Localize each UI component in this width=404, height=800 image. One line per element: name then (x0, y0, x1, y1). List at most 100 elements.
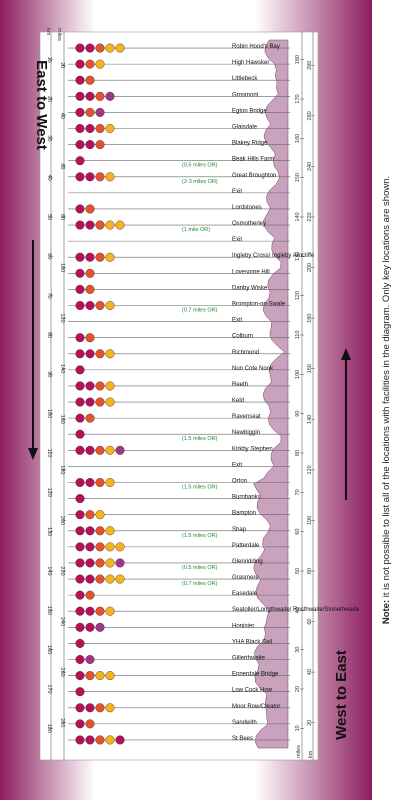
location-name: Keld (232, 398, 244, 404)
facility-yellow-icon (105, 526, 115, 536)
facility-red-icon (85, 140, 95, 150)
location-22: Reeth (68, 381, 290, 391)
km-scale-right-tick-label: 20 (307, 720, 313, 726)
facility-orange-icon (85, 204, 95, 214)
facility-red-icon (75, 477, 85, 487)
location-0: St Bees (68, 735, 290, 745)
location-name: YHA Black Sail (232, 639, 272, 645)
facility-purple-icon (115, 445, 125, 455)
facility-red-icon (75, 622, 85, 632)
km-scale-left-tick-label: 240 (59, 617, 65, 626)
facility-orange-icon (95, 123, 105, 133)
km-scale-right-tick-label: 80 (307, 568, 313, 574)
miles-scale-right-tick-label: 20 (295, 686, 301, 692)
facility-red-icon (85, 91, 95, 101)
location-39: Egton Bridge (68, 107, 290, 117)
location-name: Ravenseat (232, 414, 261, 420)
location-21: Keld (68, 397, 290, 407)
facility-yellow-icon (115, 574, 125, 584)
miles-unit-label-left: miles (56, 28, 62, 41)
facility-red-icon (75, 655, 85, 665)
miles-scale-left-tick-label: 130 (46, 527, 52, 536)
facility-yellow-icon (105, 445, 115, 455)
miles-scale-left-tick-label: 90 (46, 371, 52, 377)
facility-red-icon (75, 445, 85, 455)
facility-red-icon (85, 445, 95, 455)
location-name: Glenridding (232, 559, 263, 565)
km-scale-right-tick-label: 100 (307, 516, 313, 525)
km-scale-right-tick-label: 160 (307, 364, 313, 373)
location-name: Reeth (232, 382, 248, 388)
location-8: Seatoller/Longthwaite/ Rosthwaite/Stonet… (68, 606, 360, 616)
km-scale-left-tick-label: 160 (59, 415, 65, 424)
location-29: Lovesome Hill (68, 268, 290, 278)
facility-red-icon (75, 172, 85, 182)
location-31: Exit (68, 237, 290, 243)
location-name: Newbiggin (232, 430, 260, 436)
detour-label: (1.5 miles OR) (182, 436, 218, 442)
location-name: Seatoller/Longthwaite/ Rosthwaite/Stonet… (232, 607, 360, 613)
facility-yellow-icon (115, 220, 125, 230)
km-scale-right-tick-label: 180 (307, 314, 313, 323)
facility-red-icon (85, 622, 95, 632)
footnote: Note: it is not possible to list all of … (381, 175, 392, 625)
facility-yellow-icon (115, 43, 125, 53)
miles-scale-right-tick-label: 80 (295, 450, 301, 456)
facility-yellow-icon (105, 397, 115, 407)
facility-red-icon (85, 397, 95, 407)
location-name: Egton Bridge (232, 108, 267, 114)
location-15: Burnbanks (68, 494, 290, 504)
location-32: Osmotherley (1 mile OR) (68, 220, 290, 233)
facility-yellow-icon (115, 542, 125, 552)
km-scale-right-tick-label: 200 (307, 263, 313, 272)
km-scale-right-tick-label: 220 (307, 212, 313, 221)
east-to-west-arrow (28, 240, 38, 460)
facility-orange-icon (95, 526, 105, 536)
facility-purple-icon (115, 558, 125, 568)
location-name: Low Cock How (232, 688, 273, 694)
facility-yellow-icon (105, 172, 115, 182)
facility-orange-icon (85, 671, 95, 681)
miles-scale-right-tick-label: 170 (295, 94, 301, 103)
location-11: Glenridding (0.5 miles OR) (68, 558, 290, 571)
facility-red-icon (85, 735, 95, 745)
facility-red-icon (75, 59, 85, 69)
miles-scale-right-tick-label: 90 (295, 411, 301, 417)
km-scale-left-tick-label: 260 (59, 668, 65, 677)
facility-orange-icon (85, 413, 95, 423)
facility-purple-icon (95, 107, 105, 117)
location-23: Nun Cote Nook (68, 365, 290, 375)
location-17: Exit (68, 462, 290, 468)
location-name: Blakey Ridge (232, 141, 268, 147)
km-scale-right-tick-label: 40 (307, 669, 313, 675)
facility-red-icon (115, 735, 125, 745)
location-name: Patterdale (232, 543, 260, 549)
facility-red-icon (85, 381, 95, 391)
facility-orange-icon (85, 333, 95, 343)
location-30: Ingleby Cross/ Ingleby Arncliffe (68, 252, 315, 262)
location-name: Grosmont (232, 92, 259, 98)
location-3: Low Cock How (68, 687, 290, 697)
facility-red-icon (85, 526, 95, 536)
facility-orange-icon (85, 284, 95, 294)
detour-label: (0.5 miles OR) (182, 163, 218, 169)
km-scale-right-tick-label: 260 (307, 111, 313, 120)
facility-orange-icon (85, 107, 95, 117)
location-10: Grasmere (0.7 miles OR) (68, 574, 290, 587)
facility-orange-icon (95, 542, 105, 552)
miles-scale-right-tick-label: 50 (295, 568, 301, 574)
detour-label: (0.5 miles OR) (182, 565, 218, 571)
location-33: Lordstones (68, 204, 290, 214)
facility-red-icon (75, 703, 85, 713)
location-24: Richmond (68, 349, 290, 359)
miles-scale-left-tick-label: 80 (46, 332, 52, 338)
miles-scale-left-tick-label: 110 (46, 449, 52, 458)
location-16: Orton (1.5 miles OR) (68, 477, 290, 491)
facility-yellow-icon (105, 703, 115, 713)
detour-label: (1.5 miles OR) (182, 533, 218, 539)
km-scale-right-tick-label: 120 (307, 465, 313, 474)
facility-yellow-icon (105, 252, 115, 262)
miles-scale-right-tick-label: 40 (295, 607, 301, 613)
miles-scale-left-tick-label: 60 (46, 253, 52, 259)
facility-red-icon (75, 284, 85, 294)
